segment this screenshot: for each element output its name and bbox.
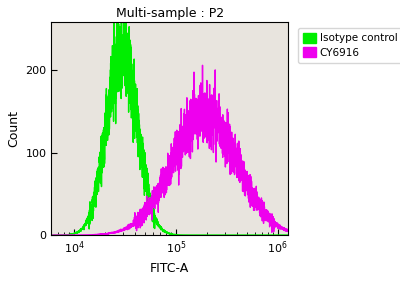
CY6916 bbox=[200, 64, 205, 67]
CY6916 bbox=[76, 233, 81, 237]
Isotype control 1 bbox=[90, 195, 95, 199]
Isotype control 1 bbox=[49, 233, 54, 237]
Isotype control 1 bbox=[121, 3, 126, 7]
Y-axis label: Count: Count bbox=[7, 110, 20, 147]
Isotype control 1 bbox=[140, 173, 145, 176]
CY6916 bbox=[150, 201, 155, 205]
CY6916 bbox=[256, 206, 260, 209]
Legend: Isotype control 1, CY6916: Isotype control 1, CY6916 bbox=[298, 28, 400, 63]
Isotype control 1 bbox=[281, 233, 286, 237]
Isotype control 1 bbox=[256, 233, 260, 237]
Isotype control 1 bbox=[286, 233, 290, 237]
Line: Isotype control 1: Isotype control 1 bbox=[52, 5, 288, 235]
Isotype control 1 bbox=[286, 233, 290, 237]
Isotype control 1 bbox=[150, 218, 155, 221]
CY6916 bbox=[49, 233, 54, 237]
Line: CY6916: CY6916 bbox=[52, 65, 288, 235]
Isotype control 1 bbox=[76, 230, 81, 233]
Title: Multi-sample : P2: Multi-sample : P2 bbox=[116, 7, 224, 20]
X-axis label: FITC-A: FITC-A bbox=[150, 262, 189, 275]
CY6916 bbox=[140, 212, 145, 215]
CY6916 bbox=[49, 233, 54, 237]
CY6916 bbox=[286, 228, 290, 232]
CY6916 bbox=[281, 227, 286, 230]
CY6916 bbox=[90, 233, 95, 236]
